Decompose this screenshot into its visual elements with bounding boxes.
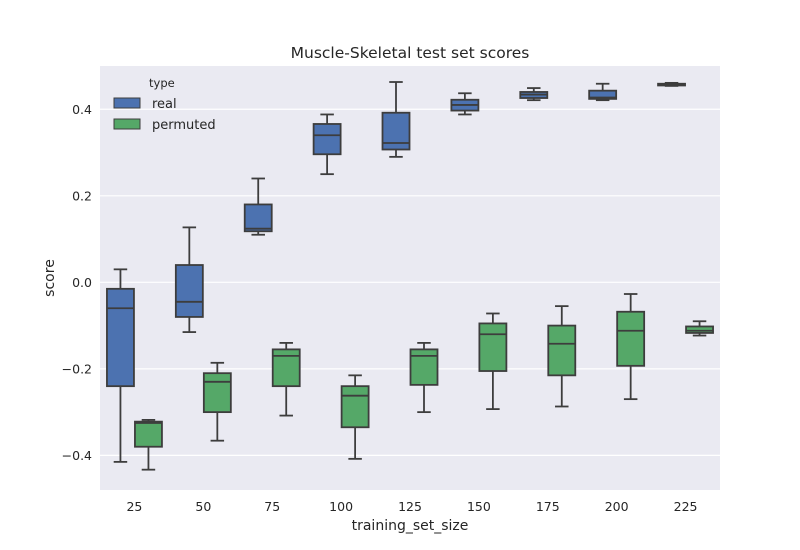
box-real-225 <box>657 81 686 87</box>
box-permuted-200 <box>616 293 646 401</box>
legend-label-permuted: permuted <box>152 118 216 133</box>
box-body <box>685 325 714 334</box>
legend-swatch-permuted <box>113 118 141 130</box>
y-tick-labels: −0.4 −0.2 0.0 0.2 0.4 <box>62 102 92 463</box>
x-tick-label: 50 <box>195 499 211 514</box>
box-body <box>174 264 204 318</box>
legend-label-real: real <box>152 97 177 112</box>
y-tick-label: −0.2 <box>62 361 92 376</box>
x-tick-label: 175 <box>536 499 560 514</box>
box-real-100 <box>312 113 342 176</box>
y-tick-label: 0.2 <box>72 188 92 203</box>
box-permuted-25 <box>134 419 163 471</box>
boxplots <box>106 81 714 471</box>
legend-title: type <box>149 76 175 90</box>
box-body <box>381 111 411 151</box>
box-body <box>243 203 273 233</box>
box-body <box>547 324 577 377</box>
x-tick-label: 75 <box>264 499 280 514</box>
box-body <box>134 420 163 448</box>
box-real-50 <box>174 226 204 333</box>
box-body <box>409 348 439 386</box>
x-tick-labels: 25 50 75 100 125 150 175 200 225 <box>126 499 697 514</box>
legend-swatch-real <box>113 97 141 109</box>
box-permuted-175 <box>547 305 577 408</box>
x-tick-label: 200 <box>605 499 629 514</box>
box-real-25 <box>106 268 135 463</box>
y-tick-label: 0.4 <box>72 102 92 117</box>
y-tick-label: −0.4 <box>62 448 92 463</box>
box-body <box>478 322 508 372</box>
x-tick-label: 125 <box>398 499 422 514</box>
box-real-200 <box>588 82 618 102</box>
box-real-125 <box>381 81 411 158</box>
box-body <box>106 287 135 388</box>
box-permuted-75 <box>271 341 301 417</box>
x-tick-label: 225 <box>674 499 698 514</box>
box-permuted-125 <box>409 341 439 414</box>
x-tick-label: 100 <box>329 499 353 514</box>
box-body <box>271 348 301 388</box>
y-axis-label: score <box>42 259 58 297</box>
box-body <box>312 123 342 156</box>
box-permuted-50 <box>202 361 232 442</box>
box-real-75 <box>243 177 273 236</box>
box-permuted-225 <box>685 320 714 337</box>
box-body <box>588 89 618 100</box>
x-tick-label: 25 <box>126 499 142 514</box>
box-real-175 <box>519 87 549 102</box>
box-body <box>616 310 646 367</box>
box-permuted-150 <box>478 312 508 410</box>
box-permuted-100 <box>340 374 370 460</box>
y-tick-label: 0.0 <box>72 275 92 290</box>
x-tick-label: 150 <box>467 499 491 514</box>
x-axis-label: training_set_size <box>352 518 469 534</box>
chart-title: Muscle-Skeletal test set scores <box>291 44 530 62</box>
box-real-150 <box>450 92 480 116</box>
legend: type real permuted <box>113 76 216 133</box>
box-body <box>340 385 370 429</box>
box-body <box>202 372 232 414</box>
